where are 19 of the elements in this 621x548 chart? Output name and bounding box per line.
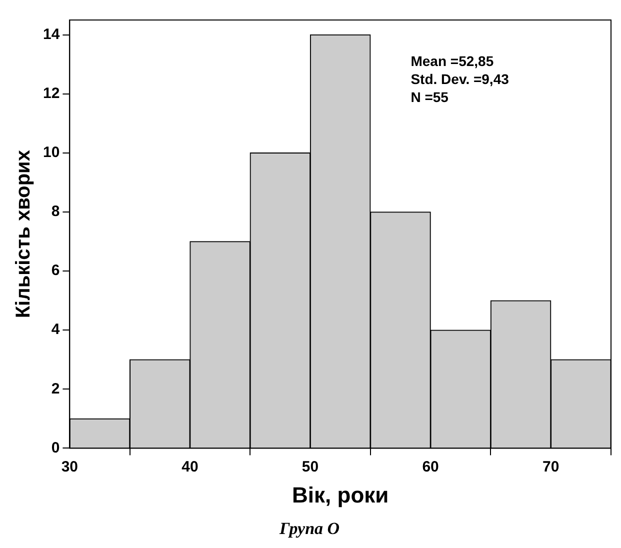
- x-tick-label: 60: [422, 458, 439, 476]
- y-tick-label: 4: [51, 321, 60, 338]
- x-tick-label: 70: [542, 458, 560, 476]
- annotation: N =55: [410, 88, 449, 105]
- x-tick-label: 30: [61, 458, 78, 476]
- y-tick-label: 14: [42, 26, 60, 43]
- x-axis-title: Вік, роки: [292, 482, 389, 508]
- y-tick-label: 8: [51, 203, 60, 220]
- y-tick-label: 12: [42, 84, 60, 102]
- x-tick-label: 50: [302, 458, 319, 476]
- y-tick-label: 2: [51, 380, 60, 398]
- y-tick-label: 6: [51, 262, 60, 280]
- annotation: Mean =52,85: [410, 52, 494, 69]
- y-tick-label: 10: [42, 144, 60, 162]
- text: Група О: [278, 519, 340, 538]
- x-tick-label: 40: [182, 458, 198, 476]
- y-axis-title: Кількість хворих: [12, 150, 35, 318]
- y-tick-label: 0: [51, 439, 60, 456]
- annotation: Std. Dev. =9,43: [410, 70, 510, 87]
